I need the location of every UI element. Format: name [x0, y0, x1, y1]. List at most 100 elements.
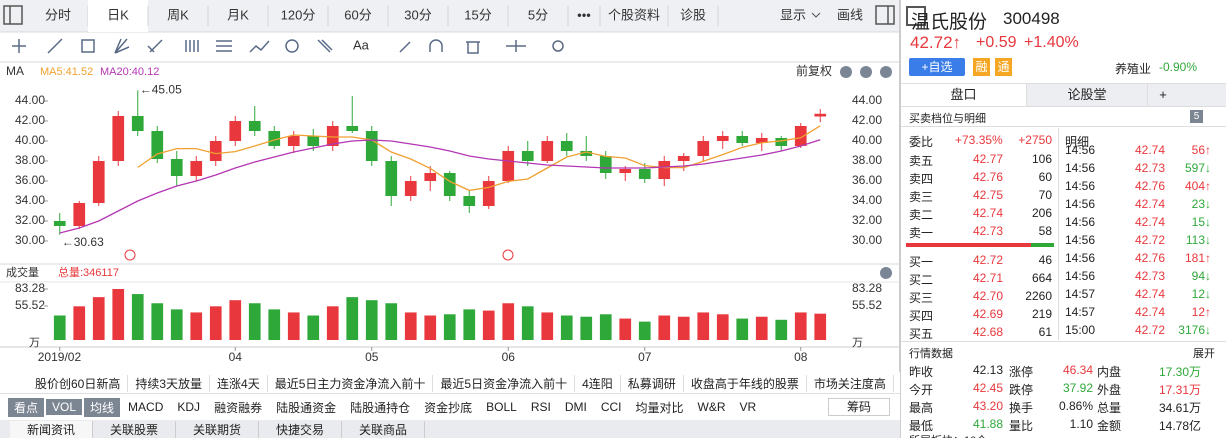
- stat-label: 昨收: [909, 365, 934, 379]
- trade-time: 14:56: [1065, 269, 1096, 283]
- tag[interactable]: 收盘高于年线的股票: [684, 374, 807, 392]
- tab[interactable]: 周K: [167, 7, 189, 22]
- volume-bar: [365, 300, 378, 340]
- tab[interactable]: 15分: [464, 7, 491, 22]
- indicator-tab[interactable]: 陆股通资金: [276, 400, 337, 415]
- tag[interactable]: 股价创60日新高: [28, 374, 129, 392]
- news-tab[interactable]: 新闻资讯: [10, 420, 93, 438]
- volume-bar: [775, 319, 788, 340]
- candle-body: [560, 141, 573, 151]
- volume-bar: [521, 306, 534, 340]
- volume-bar: [268, 309, 281, 340]
- tab[interactable]: 5分: [528, 7, 548, 22]
- indicator-tab[interactable]: VR: [739, 400, 757, 414]
- tab[interactable]: 日K: [107, 7, 129, 22]
- tab[interactable]: 120分: [281, 7, 316, 22]
- stat-value: 42.13: [972, 363, 1003, 377]
- news-tab[interactable]: 关联股票: [93, 420, 176, 438]
- display-menu[interactable]: 显示: [780, 7, 806, 22]
- candle-body: [638, 169, 651, 179]
- panel-tabs: 盘口 论股堂 +: [901, 83, 1226, 107]
- event-marker[interactable]: [124, 249, 136, 261]
- book-volume: 46: [1038, 253, 1052, 267]
- y-tick-label: 44.00: [15, 93, 45, 107]
- stat-label: 量比: [1009, 419, 1034, 433]
- trade-price: 42.74: [1134, 145, 1165, 157]
- tab[interactable]: •••: [577, 7, 591, 22]
- watch-button[interactable]: +自选: [909, 58, 965, 76]
- candle-body: [541, 141, 554, 161]
- panel-tab[interactable]: +: [1147, 84, 1178, 106]
- trade-volume: 23↓: [1191, 197, 1211, 211]
- volume-bar: [112, 288, 125, 340]
- volume-name: 成交量: [6, 265, 39, 279]
- book-price: 42.70: [972, 289, 1003, 303]
- indicator-tab[interactable]: W&R: [697, 400, 726, 414]
- news-tab[interactable]: 关联商品: [342, 420, 425, 438]
- indicator-tab[interactable]: 资金抄底: [424, 400, 473, 415]
- zoom-in[interactable]: [840, 66, 852, 78]
- tab[interactable]: 月K: [227, 7, 249, 22]
- indicator-tab[interactable]: RSI: [530, 400, 551, 414]
- tag[interactable]: 私募调研: [621, 374, 684, 392]
- v-tick-label: 55.52: [15, 298, 45, 312]
- news-tab[interactable]: 关联期货: [176, 420, 259, 438]
- tag[interactable]: 持续3天放量: [128, 374, 211, 392]
- volume-bar: [502, 303, 515, 340]
- news-tab[interactable]: 快捷交易: [259, 420, 342, 438]
- tab[interactable]: 30分: [404, 7, 431, 22]
- annotation: ←45.05: [140, 83, 182, 97]
- panel-icon[interactable]: [875, 5, 895, 25]
- indicator-tab[interactable]: VOL: [46, 399, 83, 415]
- settings[interactable]: [880, 267, 892, 279]
- trade-price: 42.74: [1134, 215, 1165, 229]
- volume-bar: [385, 303, 398, 340]
- expand[interactable]: 展开: [1193, 348, 1215, 360]
- book-price: 42.72: [972, 253, 1003, 267]
- indicator-tab[interactable]: MACD: [128, 400, 164, 414]
- tab[interactable]: 诊股: [680, 7, 706, 22]
- tag[interactable]: 连涨4天: [210, 374, 268, 392]
- event-marker[interactable]: [502, 249, 514, 261]
- candle-body: [794, 126, 807, 146]
- indicator-tab[interactable]: 均线: [84, 397, 121, 417]
- tag[interactable]: 市场关注度高: [807, 374, 894, 392]
- panel-tab[interactable]: 盘口: [901, 84, 1026, 106]
- tag[interactable]: 最近5日资金净流入前十: [433, 374, 576, 392]
- indicator-tab[interactable]: KDJ: [177, 400, 201, 414]
- indicator-tab[interactable]: 陆股通持仓: [350, 400, 411, 415]
- indicator-tab[interactable]: BOLL: [486, 400, 517, 414]
- indicator-tab[interactable]: 融资融券: [214, 400, 263, 415]
- draw-tools[interactable]: [12, 38, 564, 54]
- indicator-tab[interactable]: 均量对比: [635, 400, 684, 415]
- y-tick-label: 40.00: [852, 133, 882, 147]
- panel-tab[interactable]: 论股堂: [1026, 84, 1147, 106]
- panel-icon[interactable]: [3, 5, 23, 25]
- zoom-out[interactable]: [860, 66, 872, 78]
- indicator-tab[interactable]: DMI: [564, 400, 587, 414]
- settings[interactable]: [880, 66, 892, 78]
- tab[interactable]: 分时: [45, 7, 71, 22]
- volume-bar: [287, 312, 300, 340]
- book-title: 买卖档位与明细: [909, 113, 986, 125]
- panel-icon[interactable]: [906, 6, 926, 26]
- book-label: 买五: [909, 327, 934, 341]
- stat-label: 涨停: [1009, 365, 1034, 379]
- tab[interactable]: 60分: [344, 7, 371, 22]
- adjust-label[interactable]: 前复权: [796, 63, 832, 78]
- tab[interactable]: 个股资料: [608, 7, 660, 22]
- book-price: 42.68: [972, 325, 1003, 339]
- indicator-tab[interactable]: 看点: [8, 397, 45, 417]
- book-label: 卖二: [909, 208, 934, 222]
- candle-body: [775, 138, 788, 146]
- text-tool[interactable]: Aa: [353, 37, 370, 52]
- candle-body: [268, 131, 281, 146]
- candle-body: [580, 151, 593, 156]
- tag-bar: 股价创60日新高 持续3天放量 连涨4天 最近5日主力资金净流入前十 最近5日资金净流入…: [0, 373, 900, 394]
- stat-value: 1.10: [1069, 417, 1093, 431]
- draw-menu[interactable]: 画线: [837, 7, 863, 22]
- tag[interactable]: 最近5日主力资金净流入前十: [268, 374, 434, 392]
- indicator-tab[interactable]: 筹码: [828, 398, 890, 416]
- indicator-tab[interactable]: CCI: [600, 400, 622, 414]
- tag[interactable]: 4连阳: [575, 374, 621, 392]
